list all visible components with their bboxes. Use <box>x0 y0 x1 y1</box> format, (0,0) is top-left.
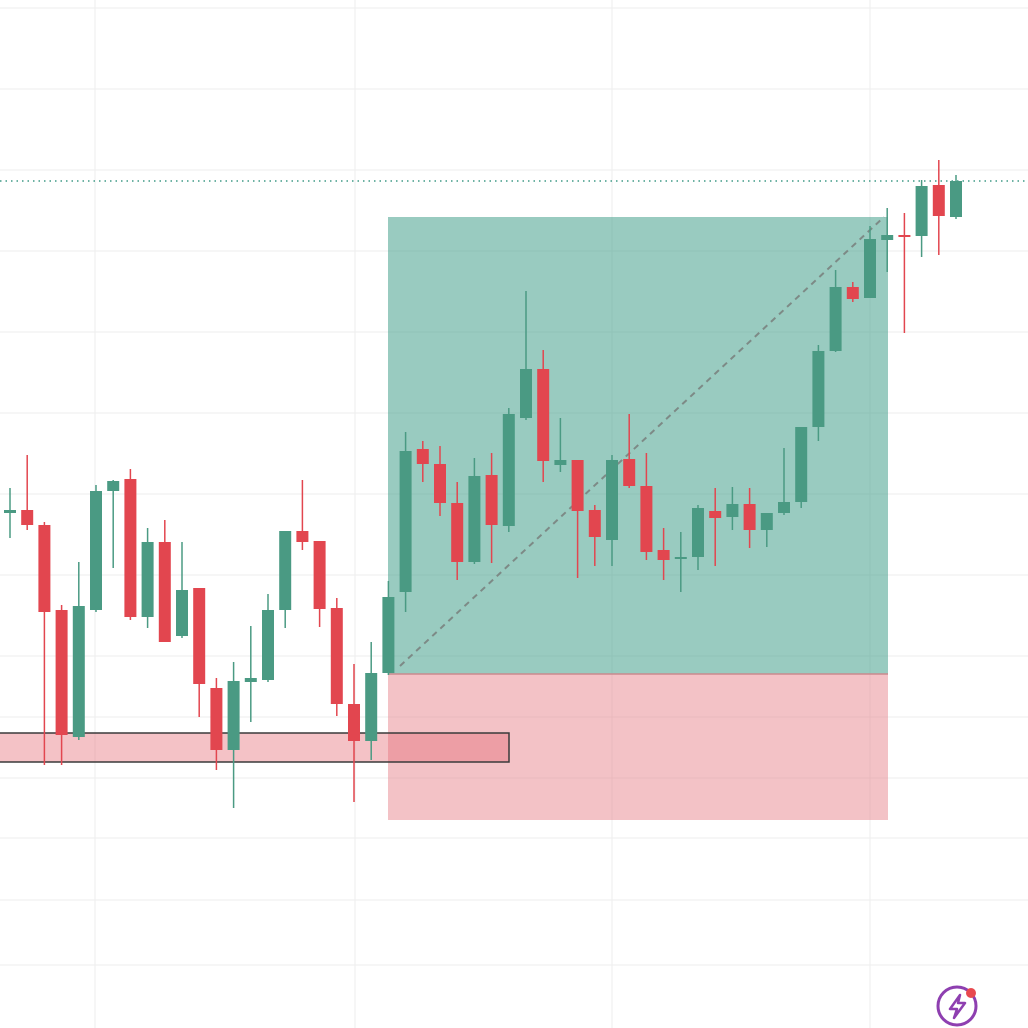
candles <box>4 160 962 808</box>
candle-body <box>330 608 343 704</box>
candle-body <box>898 235 911 237</box>
candle-body <box>193 588 206 684</box>
candle-body <box>640 486 653 552</box>
candle-body <box>55 610 68 735</box>
candle-body <box>674 557 687 559</box>
candle-body <box>4 510 16 513</box>
candle-body <box>296 531 309 542</box>
candle-body <box>623 459 636 486</box>
candle-body <box>864 239 876 298</box>
logo-bolt <box>948 993 967 1020</box>
logo-ring <box>936 985 978 1027</box>
candle-body <box>365 673 378 741</box>
candle-body <box>176 590 188 636</box>
candle-body <box>124 479 137 617</box>
candle-body <box>158 542 171 642</box>
candle-body <box>107 481 120 491</box>
candle-body <box>416 449 429 464</box>
candle-body <box>881 235 894 240</box>
candle-body <box>262 610 274 680</box>
candle-body <box>829 287 842 351</box>
candle-body <box>227 681 240 750</box>
logo-dot <box>966 988 976 998</box>
candle-body <box>313 541 326 609</box>
candle-body <box>692 508 704 557</box>
candle-body <box>795 427 808 502</box>
candle-body <box>520 369 532 418</box>
candle-body <box>657 550 670 560</box>
candle-body <box>468 476 481 562</box>
trade-path <box>399 216 885 667</box>
candle-body <box>72 606 85 737</box>
candle-body <box>571 460 584 511</box>
candle-body <box>90 491 102 610</box>
candle-body <box>588 510 601 537</box>
candle-body <box>382 597 395 673</box>
candle-body <box>244 678 257 682</box>
stop-zone <box>388 674 888 820</box>
candle-body <box>709 511 722 518</box>
logo <box>936 985 978 1027</box>
candle-body <box>21 510 34 525</box>
candle-body <box>348 704 360 741</box>
candle-body <box>606 460 618 540</box>
candle-body <box>932 185 945 216</box>
candle-body <box>950 181 962 217</box>
candle-body <box>537 369 550 461</box>
candle-body <box>554 460 567 465</box>
candle-body <box>399 451 412 592</box>
candle-body <box>778 502 790 513</box>
candle-body <box>915 186 928 236</box>
range-zone <box>0 732 510 763</box>
candle-body <box>141 542 154 617</box>
candle-body <box>210 688 223 750</box>
candle-body <box>451 503 464 562</box>
candle-body <box>726 504 739 517</box>
candle-body <box>279 531 292 610</box>
candle-body <box>434 464 446 503</box>
candle-body <box>743 504 756 530</box>
candle-body <box>502 414 515 526</box>
candle-body <box>38 525 51 612</box>
candle-body <box>846 287 859 299</box>
candle-body <box>812 351 825 427</box>
candle-body <box>485 475 498 525</box>
candle-body <box>760 513 773 530</box>
